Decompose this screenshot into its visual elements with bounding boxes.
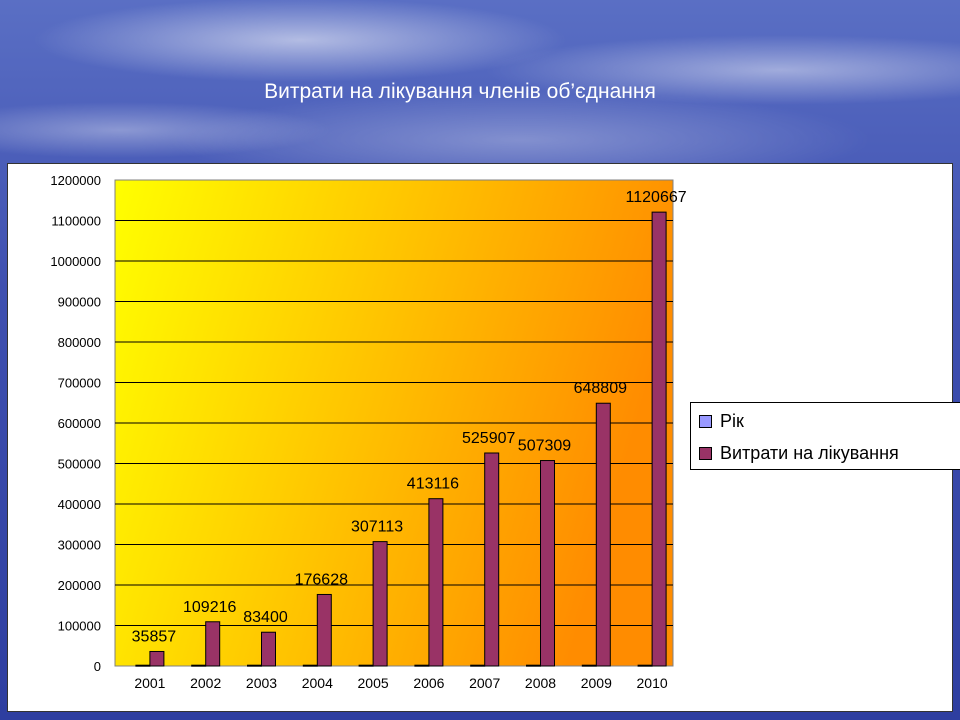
bar-chart: 35857 109216 83400 176628 307113 413116 525907…	[50, 173, 687, 691]
y-tick-label: 900000	[58, 295, 101, 310]
data-label: 35857	[132, 628, 177, 645]
gridlines	[115, 220, 673, 626]
x-tick-label: 2005	[358, 675, 389, 691]
y-tick-labels: 0 100000 200000 300000 400000 500000 600000 700…	[50, 173, 101, 674]
bars	[135, 211, 667, 667]
data-label: 109216	[183, 599, 236, 616]
y-tick-label: 500000	[58, 457, 101, 472]
chart-legend: Рік Витрати на лікування	[690, 402, 960, 470]
x-tick-label: 2004	[302, 675, 333, 691]
bar-vytraty	[261, 631, 276, 667]
x-tick-label: 2010	[637, 675, 668, 691]
bar-vytraty	[595, 402, 611, 667]
data-label: 307113	[351, 519, 403, 536]
bar-vytraty	[316, 593, 332, 667]
x-tick-label: 2006	[413, 675, 444, 691]
y-tick-label: 1200000	[50, 173, 101, 188]
bar-vytraty	[372, 541, 388, 667]
legend-swatch-vytraty	[699, 447, 712, 460]
x-tick-label: 2001	[134, 675, 165, 691]
data-label: 1120667	[626, 189, 687, 206]
legend-label-vytraty: Витрати на лікування	[720, 443, 899, 463]
legend-swatch-rik	[699, 415, 712, 428]
bar-vytraty	[651, 211, 667, 667]
data-label: 507309	[518, 438, 571, 455]
bar-vytraty	[540, 460, 555, 667]
bar-vytraty	[205, 621, 221, 667]
x-tick-label: 2002	[190, 675, 221, 691]
y-tick-label: 800000	[58, 335, 101, 350]
legend-label-rik: Рік	[720, 411, 744, 431]
bar-rik	[358, 664, 374, 667]
y-tick-label: 1000000	[50, 254, 101, 269]
legend-item-vytraty: Витрати на лікування	[699, 443, 899, 464]
bar-rik	[637, 664, 653, 667]
x-tick-label: 2008	[525, 675, 556, 691]
legend-item-rik: Рік	[699, 411, 744, 432]
y-tick-label: 700000	[58, 376, 101, 391]
bar-rik	[191, 664, 207, 667]
y-tick-label: 400000	[58, 497, 101, 512]
data-label: 648809	[574, 380, 627, 397]
y-tick-label: 1100000	[51, 214, 101, 229]
bar-vytraty	[484, 452, 500, 667]
data-label: 413116	[407, 476, 459, 493]
bar-rik	[526, 664, 541, 667]
y-tick-label: 100000	[58, 619, 101, 634]
data-labels: 35857 109216 83400 176628 307113 413116 525907…	[132, 189, 687, 645]
slide-title: Витрати на лікування членів об’єднання	[264, 80, 656, 103]
bar-rik	[135, 664, 151, 667]
data-label: 525907	[462, 430, 515, 447]
y-tick-label: 0	[94, 659, 101, 674]
bar-rik	[414, 664, 430, 667]
data-label: 83400	[243, 609, 288, 626]
bar-rik	[247, 664, 262, 667]
bar-vytraty	[428, 498, 444, 667]
x-tick-label: 2003	[246, 675, 277, 691]
bar-rik	[470, 664, 486, 667]
bar-vytraty	[149, 650, 165, 667]
bar-rik	[581, 664, 597, 667]
y-tick-label: 200000	[58, 578, 101, 593]
y-tick-label: 300000	[58, 538, 101, 553]
x-tick-label: 2009	[581, 675, 612, 691]
x-tick-labels: 2001 2002 2003 2004 2005 2006 2007 2008 2009 2010	[134, 675, 668, 691]
y-tick-label: 600000	[58, 416, 101, 431]
x-tick-label: 2007	[469, 675, 500, 691]
data-label: 176628	[295, 571, 348, 588]
bar-rik	[302, 664, 318, 667]
